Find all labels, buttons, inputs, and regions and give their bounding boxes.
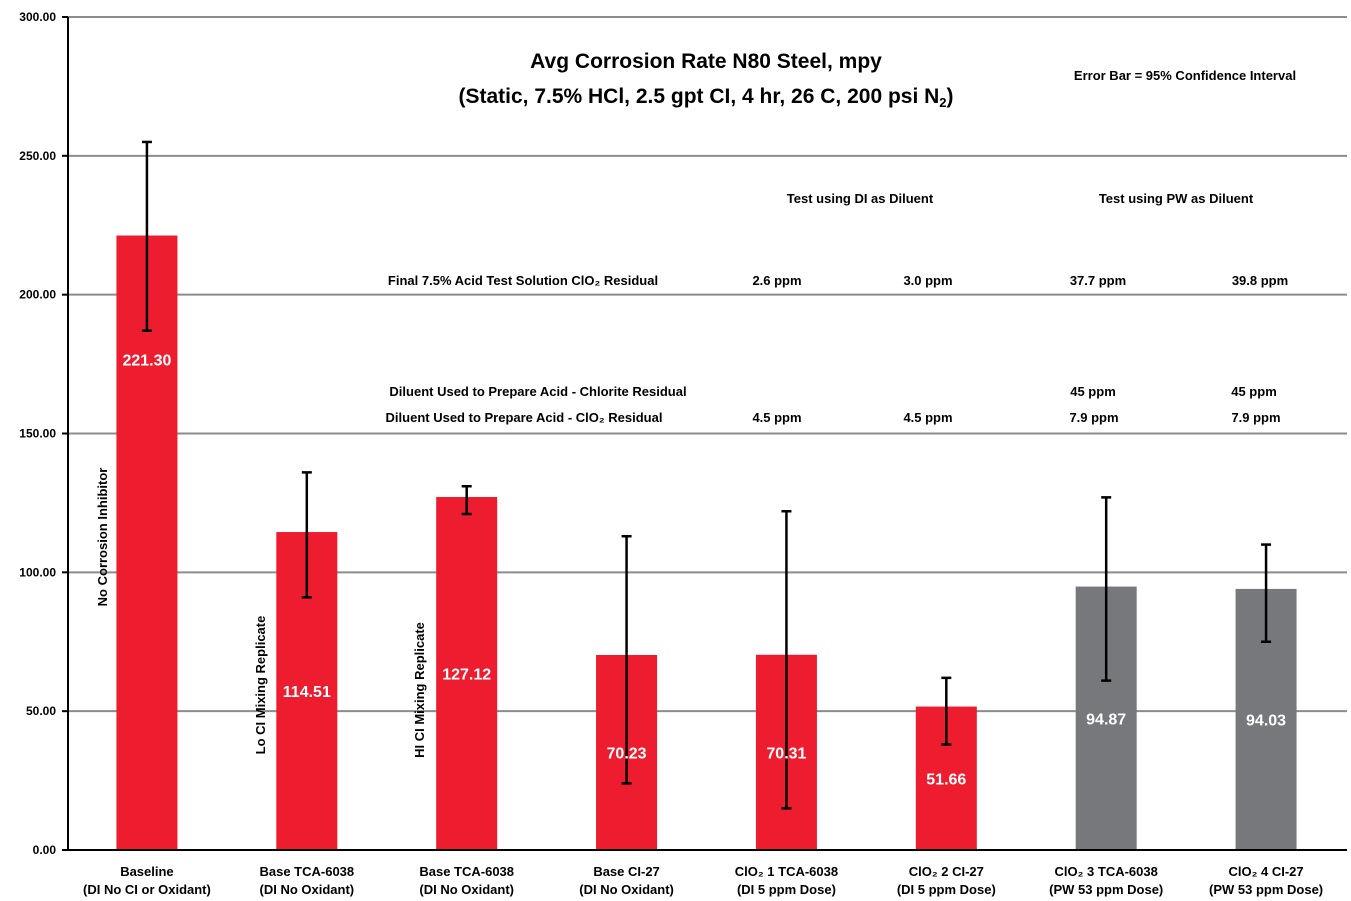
category-label-line2: (DI No Oxidant) [579, 882, 674, 897]
y-tick-label: 100.00 [19, 565, 56, 579]
header-pw-diluent: Test using PW as Diluent [1099, 191, 1254, 206]
data-label: 114.51 [283, 684, 331, 701]
row-chlorite-label: Diluent Used to Prepare Acid - Chlorite … [389, 384, 686, 399]
data-label: 221.30 [122, 353, 171, 370]
error-bar-note: Error Bar = 95% Confidence Interval [1074, 68, 1296, 83]
row-clo2-value-4: 7.9 ppm [1231, 410, 1280, 425]
category-label-line1: ClO₂ 1 TCA-6038 [735, 864, 838, 879]
row-chlorite-value-1: 45 ppm [1070, 384, 1116, 399]
chart-title-line2: (Static, 7.5% HCl, 2.5 gpt CI, 4 hr, 26 … [458, 85, 953, 110]
category-label-line2: (DI 5 ppm Dose) [737, 882, 836, 897]
data-label: 127.12 [442, 667, 491, 684]
category-label-line1: Base TCA-6038 [259, 864, 354, 879]
row-clo2-value-3: 7.9 ppm [1069, 410, 1118, 425]
chart-title-subscript: 2 [939, 95, 946, 110]
category-label-line2: (PW 53 ppm Dose) [1049, 882, 1163, 897]
vertical-label-hi-ci: HI CI Mixing Replicate [412, 622, 427, 758]
chart-title-line1: Avg Corrosion Rate N80 Steel, mpy [530, 50, 882, 73]
category-label-line2: (DI No CI or Oxidant) [83, 882, 211, 897]
category-label-line1: ClO₂ 4 CI-27 [1228, 864, 1303, 879]
data-label: 94.87 [1086, 711, 1126, 728]
row-final-label: Final 7.5% Acid Test Solution ClO₂ Resid… [388, 273, 658, 288]
category-label-line1: Base CI-27 [593, 864, 659, 879]
row-clo2-value-1: 4.5 ppm [752, 410, 801, 425]
chart-title-line2-main: (Static, 7.5% HCl, 2.5 gpt CI, 4 hr, 26 … [458, 85, 939, 108]
row-final-value-3: 37.7 ppm [1070, 273, 1126, 288]
category-label-line1: ClO₂ 3 TCA-6038 [1055, 864, 1158, 879]
category-label-line2: (DI 5 ppm Dose) [897, 882, 996, 897]
data-label: 70.31 [766, 745, 806, 762]
bar-layer [116, 235, 1297, 850]
chart-title-line2-end: ) [947, 85, 954, 108]
data-label: 51.66 [926, 771, 966, 788]
category-label-line2: (DI No Oxidant) [260, 882, 355, 897]
category-label-line2: (DI No Oxidant) [419, 882, 514, 897]
y-tick-labels: 0.00 50.00 100.00 150.00 200.00 250.00 300.00 [19, 10, 56, 857]
y-tick-label: 50.00 [26, 704, 56, 718]
category-label-line2: (PW 53 ppm Dose) [1209, 882, 1323, 897]
y-tick-label: 300.00 [19, 10, 56, 24]
row-clo2-label: Diluent Used to Prepare Acid - ClO₂ Resi… [386, 410, 663, 425]
vertical-label-lo-ci: Lo CI Mixing Replicate [253, 616, 268, 755]
data-label: 70.23 [607, 745, 647, 762]
row-final-value-2: 3.0 ppm [903, 273, 952, 288]
row-clo2-value-2: 4.5 ppm [903, 410, 952, 425]
error-bar-layer [141, 140, 1272, 810]
category-label-line1: Baseline [120, 864, 173, 879]
y-tick-label: 250.00 [19, 149, 56, 163]
row-final-value-4: 39.8 ppm [1232, 273, 1288, 288]
data-label-layer: 221.30 114.51 127.12 70.23 70.31 51.66 94.87 94… [122, 353, 1286, 789]
header-di-diluent: Test using DI as Diluent [787, 191, 934, 206]
row-final-value-1: 2.6 ppm [752, 273, 801, 288]
category-label-line1: Base TCA-6038 [419, 864, 514, 879]
bar [116, 235, 178, 850]
vertical-label-no-inhibitor: No Corrosion Inhibitor [95, 468, 110, 607]
y-tick-label: 0.00 [33, 843, 57, 857]
category-labels: Baseline (DI No CI or Oxidant) Base TCA-60… [83, 864, 1323, 897]
y-tick-label: 150.00 [19, 427, 56, 441]
category-label-line1: ClO₂ 2 CI-27 [909, 864, 984, 879]
bar [436, 497, 498, 850]
row-chlorite-value-2: 45 ppm [1231, 384, 1277, 399]
y-tick-label: 200.00 [19, 288, 56, 302]
data-label: 94.03 [1246, 712, 1286, 729]
